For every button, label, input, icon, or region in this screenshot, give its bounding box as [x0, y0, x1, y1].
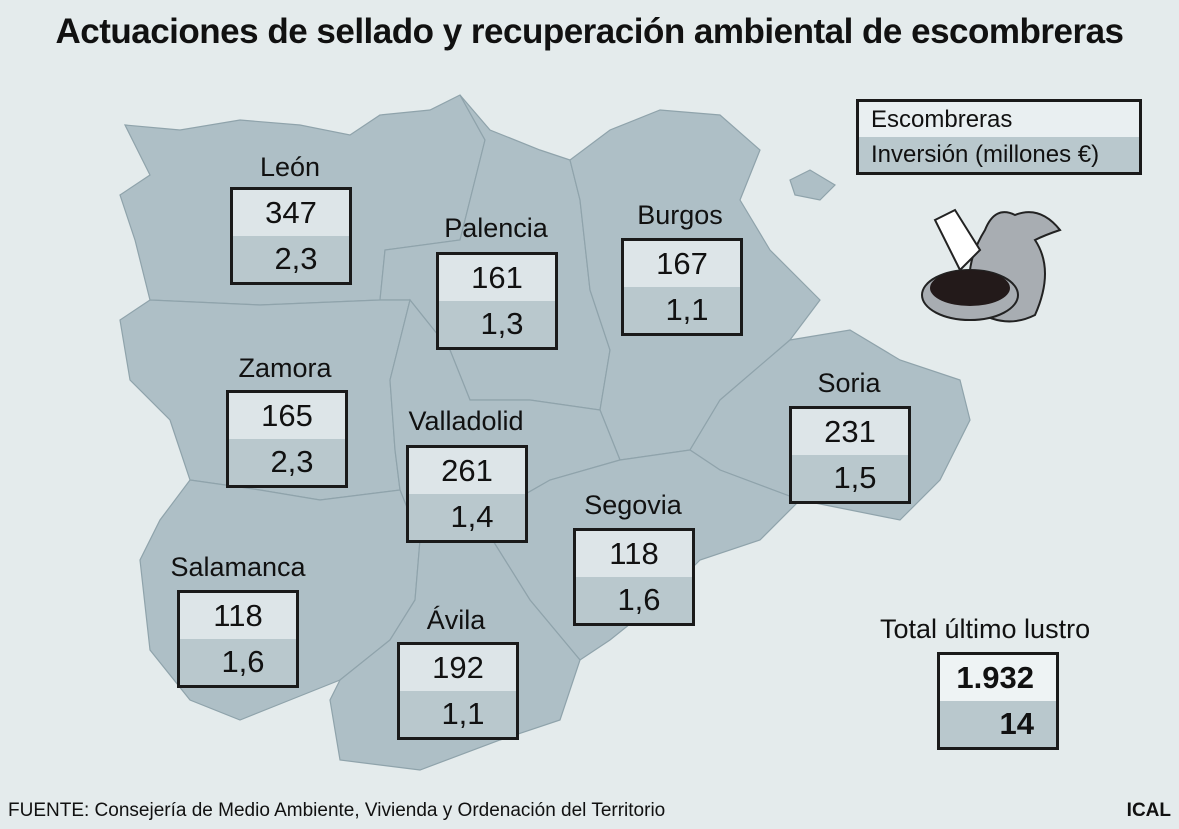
- inversion-value: 1,1: [624, 287, 740, 333]
- province-box-burgos: 167 1,1: [621, 238, 743, 336]
- province-box-segovia: 118 1,6: [573, 528, 695, 626]
- source-note: FUENTE: Consejería de Medio Ambiente, Vi…: [8, 800, 666, 821]
- escombreras-value: 261: [409, 448, 525, 494]
- province-box-avila: 192 1,1: [397, 642, 519, 740]
- inversion-value: 1,6: [576, 577, 692, 623]
- total-inversion: 14: [940, 701, 1056, 747]
- total-label: Total último lustro: [880, 614, 1091, 644]
- rubble-bowl-and-sack-icon: [921, 208, 1062, 323]
- escombreras-value: 161: [439, 255, 555, 301]
- legend-escombreras: Escombreras: [859, 102, 1139, 137]
- inversion-value: 1,4: [409, 494, 525, 540]
- escombreras-value: 165: [229, 393, 345, 439]
- province-name: Palencia: [444, 213, 548, 243]
- province-box-valladolid: 261 1,4: [406, 445, 528, 543]
- escombreras-value: 167: [624, 241, 740, 287]
- province-name: Ávila: [426, 605, 486, 635]
- province-name: Soria: [817, 368, 881, 398]
- inversion-value: 2,3: [233, 236, 349, 282]
- legend: Escombreras Inversión (millones €): [856, 99, 1142, 175]
- inversion-value: 1,1: [400, 691, 516, 737]
- province-box-zamora: 165 2,3: [226, 390, 348, 488]
- inversion-value: 1,3: [439, 301, 555, 347]
- province-name: Valladolid: [408, 406, 524, 436]
- escombreras-value: 118: [576, 531, 692, 577]
- inversion-value: 2,3: [229, 439, 345, 485]
- inversion-value: 1,6: [180, 639, 296, 685]
- inversion-value: 1,5: [792, 455, 908, 501]
- province-burgos-enclave: [789, 169, 836, 201]
- province-name: Zamora: [238, 353, 332, 383]
- total-box: 1.932 14: [937, 652, 1059, 750]
- escombreras-value: 118: [180, 593, 296, 639]
- province-box-salamanca: 118 1,6: [177, 590, 299, 688]
- province-name: Burgos: [637, 200, 723, 230]
- escombreras-value: 231: [792, 409, 908, 455]
- province-name: León: [259, 152, 321, 182]
- legend-inversion: Inversión (millones €): [859, 137, 1139, 172]
- province-name: Salamanca: [170, 552, 306, 582]
- province-box-leon: 347 2,3: [230, 187, 352, 285]
- total-escombreras: 1.932: [940, 655, 1056, 701]
- escombreras-value: 347: [233, 190, 349, 236]
- province-box-palencia: 161 1,3: [436, 252, 558, 350]
- escombreras-value: 192: [400, 645, 516, 691]
- brand-logo: ICAL: [1126, 800, 1171, 821]
- province-box-soria: 231 1,5: [789, 406, 911, 504]
- page-title: Actuaciones de sellado y recuperación am…: [55, 12, 1124, 51]
- province-name: Segovia: [584, 490, 682, 520]
